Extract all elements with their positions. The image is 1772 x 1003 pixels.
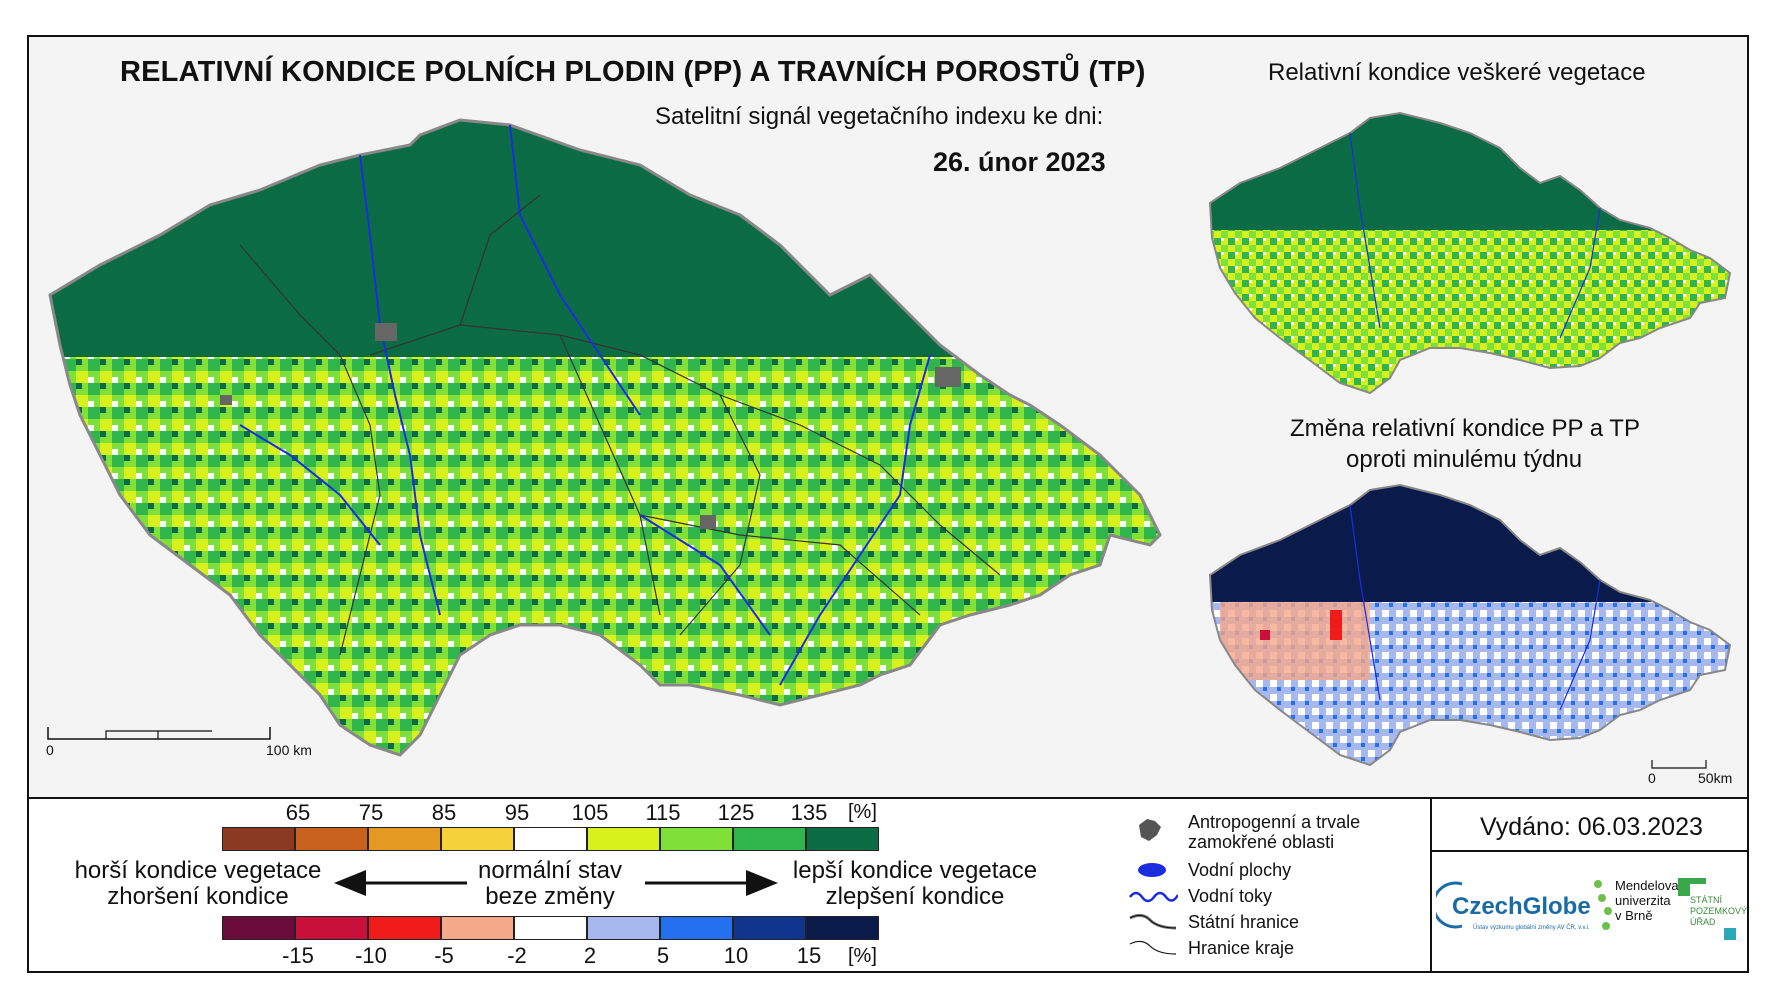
chg-tick-m5: -5 [434, 943, 454, 968]
normal-label: normální stav beze změny [460, 858, 640, 910]
chg-tick-m15: -15 [282, 943, 314, 968]
spu-logo: STÁTNÍ POZEMKOVÝ ÚŘAD [1690, 895, 1747, 928]
chg-tick-m2: -2 [507, 943, 527, 968]
main-map [48, 118, 1162, 757]
better-line2: zlepšení kondice [825, 883, 1005, 910]
cond-tick-135: 135 [790, 800, 828, 825]
change-swatch-4 [514, 916, 587, 940]
better-line1: lepší kondice vegetace [792, 857, 1038, 884]
water-body-label: Vodní plochy [1188, 860, 1292, 880]
change-swatch-1 [295, 916, 368, 940]
cond-tick-85: 85 [431, 800, 457, 825]
czechglobe-subtitle: Ústav výzkumu globální změny AV ČR, v.v.… [1473, 925, 1590, 931]
mendel-line3: v Brně [1615, 908, 1653, 923]
subtitle: Satelitní signál vegetačního indexu ke d… [655, 103, 1104, 130]
inset-title-all-vegetation: Relativní kondice veškeré vegetace [1268, 59, 1646, 86]
inset-scale-bar [1651, 760, 1707, 769]
state-border-icon [1129, 913, 1177, 930]
cond-tick-105: 105 [571, 800, 609, 825]
czechglobe-logo-icon [1436, 881, 1463, 929]
condition-swatch-4 [514, 827, 587, 851]
inset-scale-zero: 0 [1648, 770, 1656, 786]
condition-swatch-8 [806, 827, 879, 851]
scale-zero-label: 0 [46, 742, 54, 758]
change-color-scale [222, 916, 879, 940]
left-arrow-icon [334, 870, 467, 896]
better-label: lepší kondice vegetace zlepšení kondice [775, 858, 1055, 910]
chg-tick-2: 2 [583, 943, 597, 968]
inset-scale-end: 50km [1698, 770, 1733, 786]
mendel-logo: Mendelova univerzita v Brně [1615, 878, 1679, 923]
cond-unit: [%] [848, 801, 877, 823]
chg-tick-5: 5 [656, 943, 670, 968]
condition-swatch-0 [222, 827, 295, 851]
change-swatch-2 [368, 916, 441, 940]
chg-tick-m10: -10 [355, 943, 387, 968]
chg-tick-15: 15 [796, 943, 822, 968]
mendel-line2: univerzita [1615, 893, 1671, 908]
cond-tick-115: 115 [645, 800, 681, 825]
condition-swatch-3 [441, 827, 514, 851]
inset-map-all-vegetation [1208, 111, 1732, 395]
main-title: RELATIVNÍ KONDICE POLNÍCH PLODIN (PP) A … [120, 56, 1146, 88]
spu-line3: ÚŘAD [1690, 917, 1716, 927]
right-arrow-icon [645, 870, 778, 896]
worse-line1: horší kondice vegetace [74, 857, 322, 884]
condition-swatch-7 [733, 827, 806, 851]
condition-color-scale [222, 827, 879, 851]
cond-tick-75: 75 [358, 800, 384, 825]
condition-swatch-5 [587, 827, 660, 851]
region-border-icon [1129, 940, 1177, 955]
change-swatch-8 [806, 916, 879, 940]
condition-swatch-6 [660, 827, 733, 851]
scale-end-label: 100 km [266, 742, 312, 758]
inset-map-change [1208, 483, 1732, 767]
change-swatch-7 [733, 916, 806, 940]
change-swatch-5 [587, 916, 660, 940]
cond-tick-65: 65 [285, 800, 311, 825]
mendel-logo-icon [1594, 880, 1612, 930]
change-swatch-6 [660, 916, 733, 940]
mendel-line1: Mendelova [1615, 878, 1679, 893]
river-label: Vodní toky [1188, 886, 1273, 906]
cond-tick-95: 95 [504, 800, 530, 825]
condition-swatch-1 [295, 827, 368, 851]
water-body-icon [1138, 863, 1166, 877]
main-scale-bar [47, 727, 271, 740]
condition-swatch-2 [368, 827, 441, 851]
inset-title-change-line1: Změna relativní kondice PP a TP [1290, 415, 1640, 442]
divider-horizontal [27, 797, 1749, 799]
spu-line1: STÁTNÍ [1690, 895, 1723, 905]
region-border-label: Hranice kraje [1188, 938, 1295, 958]
anthropogenic-label: Antropogenní a trvale zamokřené oblasti [1188, 812, 1361, 852]
state-border-label: Státní hranice [1188, 912, 1300, 932]
cond-tick-125: 125 [717, 800, 755, 825]
spu-line2: POZEMKOVÝ [1690, 906, 1748, 916]
chg-tick-10: 10 [723, 943, 749, 968]
river-icon [1129, 891, 1178, 903]
czechglobe-logo: CzechGlobe [1452, 893, 1591, 920]
anthropogenic-icon [1139, 819, 1161, 841]
issued-date: Vydáno: 06.03.2023 [1480, 813, 1703, 841]
worse-line2: zhoršení kondice [107, 883, 289, 910]
change-unit: [%] [848, 945, 877, 967]
divider-issued [1431, 850, 1749, 852]
normal-line1: normální stav [477, 857, 623, 884]
normal-line2: beze změny [485, 883, 615, 910]
change-swatch-3 [441, 916, 514, 940]
worse-label: horší kondice vegetace zhoršení kondice [68, 858, 328, 910]
inset-title-change-line2: oproti minulému týdnu [1346, 446, 1583, 473]
divider-vertical [1430, 799, 1432, 971]
change-swatch-0 [222, 916, 295, 940]
spu-logo-icon [1678, 878, 1736, 940]
date-label: 26. únor 2023 [933, 147, 1106, 177]
